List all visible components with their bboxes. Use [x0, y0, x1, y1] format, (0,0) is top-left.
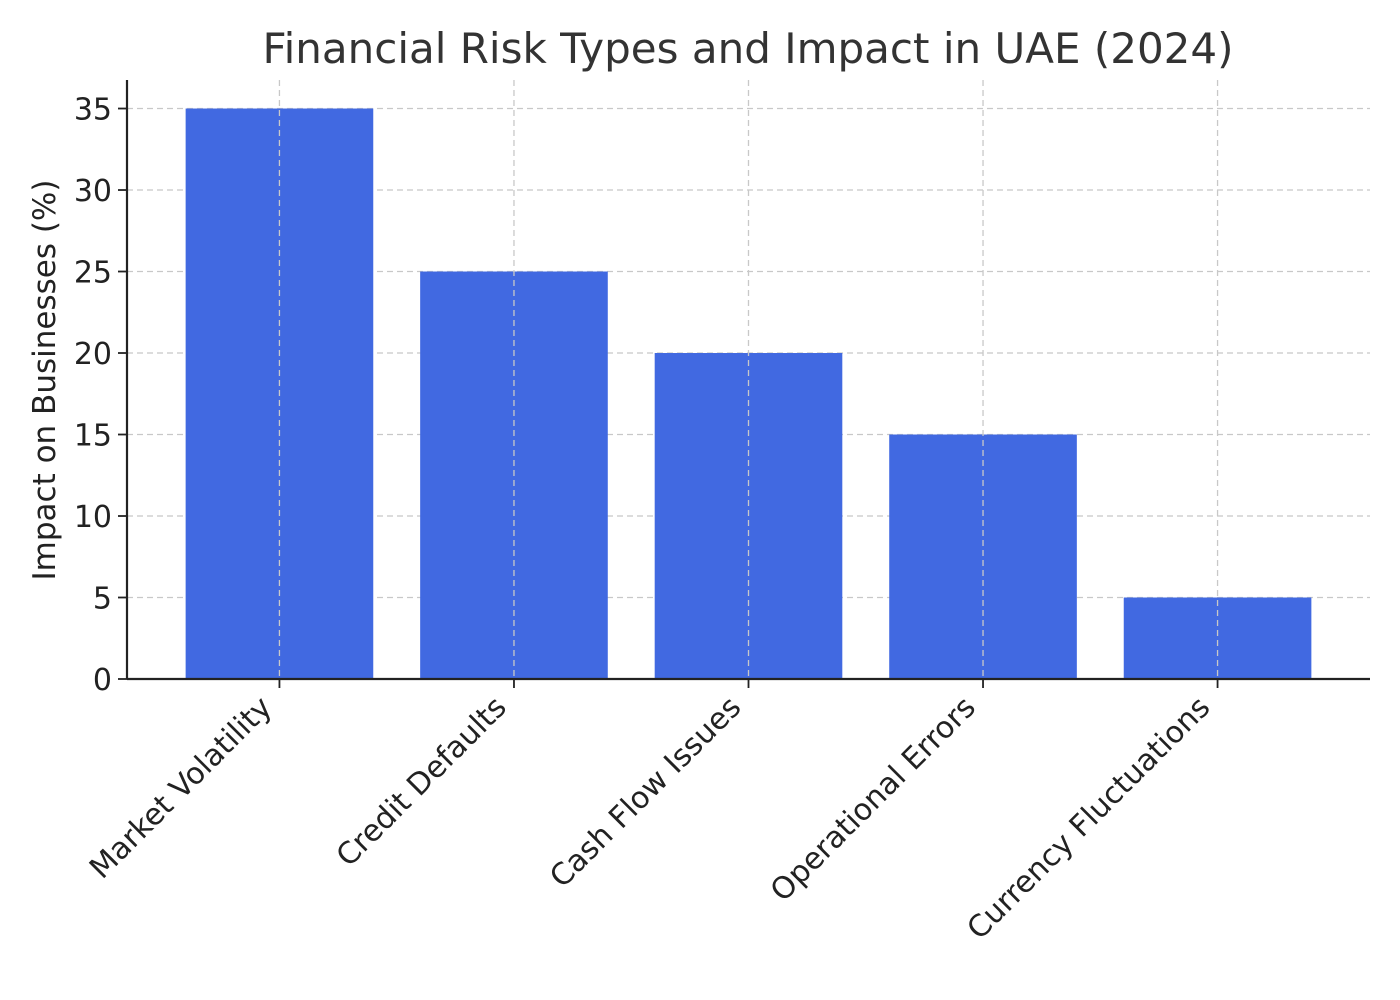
y-tick-label: 0 [93, 663, 112, 698]
y-tick-label: 10 [74, 500, 112, 535]
x-tick-label: Cash Flow Issues [543, 690, 748, 895]
bar [1123, 597, 1312, 679]
y-tick-label: 30 [74, 174, 112, 209]
chart-title: Financial Risk Types and Impact in UAE (… [262, 24, 1233, 73]
y-axis-label: Impact on Businesses (%) [27, 180, 63, 581]
x-tick-label: Credit Defaults [330, 690, 514, 874]
x-tick-label: Market Volatility [83, 690, 279, 886]
y-tick-label: 5 [93, 582, 112, 617]
x-tick-label: Currency Fluctuations [960, 690, 1217, 947]
y-tick-label: 20 [74, 337, 112, 372]
y-tick-label: 35 [74, 93, 112, 128]
x-tick-label: Operational Errors [764, 690, 983, 909]
x-axis-ticks: Market Volatility Credit Defaults Cash Flo… [83, 679, 1219, 947]
bars [185, 80, 1312, 680]
y-tick-label: 25 [74, 256, 112, 291]
y-axis-ticks: 0 5 10 15 20 25 30 35 [74, 93, 127, 698]
y-tick-label: 15 [74, 419, 112, 454]
